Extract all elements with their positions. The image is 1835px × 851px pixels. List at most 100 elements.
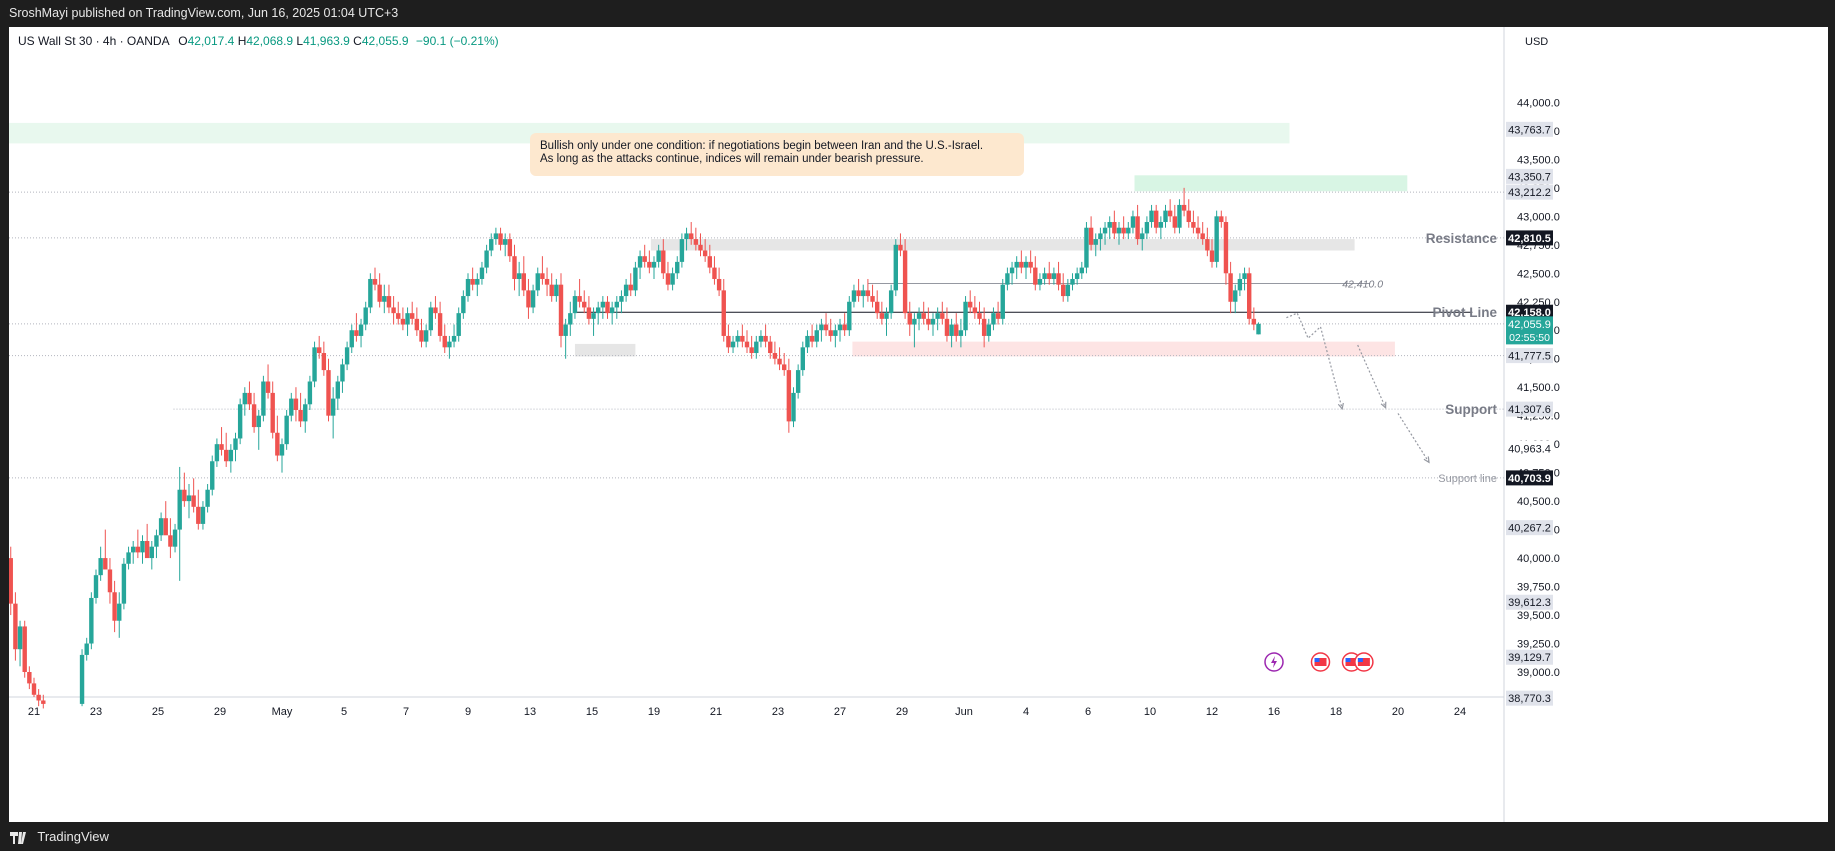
flag-canton: [1357, 658, 1363, 662]
footer-brand: TradingView: [37, 829, 109, 844]
candle-body: [661, 250, 666, 274]
candle-body: [182, 489, 187, 502]
projection-path: [1286, 312, 1343, 409]
candle-body: [963, 301, 968, 331]
candle-body: [689, 233, 694, 240]
candles-layer: [9, 187, 1261, 709]
price-tick-label: 39,000.0: [1517, 667, 1560, 679]
candle-body: [577, 296, 582, 302]
candle-body: [1088, 227, 1094, 245]
time-tick-label: 25: [152, 706, 164, 718]
candle-body: [1214, 216, 1219, 262]
price-label-box: [1506, 440, 1553, 456]
candle-body: [93, 575, 99, 598]
time-tick-label: 13: [524, 706, 536, 718]
candle-body: [879, 313, 885, 319]
candle-body: [428, 307, 433, 331]
candle-body: [1251, 318, 1257, 325]
candle-body: [470, 278, 475, 285]
candle-body: [447, 341, 452, 348]
candle-body: [707, 256, 712, 268]
candle-body: [1009, 267, 1015, 274]
candle-body: [1042, 273, 1047, 279]
candle-body: [107, 569, 113, 593]
price-tick-label: 39,250.0: [1517, 639, 1560, 651]
candle-body: [1177, 204, 1182, 228]
candle-body: [391, 307, 396, 314]
price-label-text: 43,763.7: [1508, 124, 1551, 136]
time-tick-label: 6: [1085, 706, 1091, 718]
candle-body: [735, 335, 740, 342]
candle-body: [433, 307, 438, 314]
candle-body: [31, 683, 37, 695]
symbol-label: US Wall St 30 · 4h · OANDA: [18, 34, 169, 48]
candle-body: [563, 324, 568, 336]
candle-body: [13, 603, 18, 650]
low-label: L: [296, 34, 304, 48]
open-label: O: [178, 34, 188, 48]
candle-body: [475, 278, 480, 285]
candle-body: [158, 518, 164, 536]
price-label-text: 38,770.3: [1508, 693, 1551, 705]
candle-body: [670, 273, 675, 285]
candle-body: [1135, 216, 1140, 240]
price-tick-label: 44,000.0: [1517, 97, 1560, 109]
candle-body: [614, 301, 619, 308]
price-label-box: [1506, 230, 1553, 246]
candle-body: [1256, 323, 1261, 335]
candle-body: [977, 313, 982, 319]
time-tick-label: 16: [1268, 706, 1280, 718]
price-label-box: [1506, 401, 1553, 417]
time-axis-area: [9, 697, 1504, 822]
candle-body: [968, 301, 973, 308]
candle-body: [991, 313, 996, 325]
candle-body: [1000, 284, 1005, 319]
price-tick-label: 39,500.0: [1517, 610, 1560, 622]
candle-body: [1200, 233, 1205, 240]
candle-body: [1121, 227, 1126, 234]
time-tick-label: 29: [896, 706, 908, 718]
candle-body: [512, 256, 517, 279]
level-label: Resistance: [1426, 231, 1498, 246]
candle-body: [423, 330, 429, 342]
candle-body: [1098, 233, 1103, 240]
candle-body: [414, 318, 420, 331]
price-label-box: [1506, 594, 1553, 610]
open-value: 42,017.4: [187, 34, 235, 48]
candle-body: [898, 244, 903, 251]
candle-body: [214, 444, 220, 462]
candle-body: [1047, 273, 1052, 279]
candle-body: [317, 347, 322, 354]
flag-stripes: [1314, 658, 1327, 666]
candle-body: [131, 546, 136, 553]
candle-body: [1037, 278, 1043, 285]
candle-body: [1195, 227, 1201, 234]
candle-body: [865, 290, 871, 297]
time-tick-label: 27: [834, 706, 846, 718]
price-label-text: 40,703.9: [1508, 473, 1551, 485]
candle-body: [568, 313, 573, 325]
candle-body: [972, 307, 978, 314]
close-value: 42,055.9: [361, 34, 409, 48]
candle-body: [1242, 273, 1247, 279]
time-tick-label: 9: [465, 706, 471, 718]
flag-canton: [1345, 658, 1351, 662]
candle-body: [121, 563, 127, 604]
high-value: 42,068.9: [246, 34, 294, 48]
candle-body: [368, 278, 373, 308]
candle-body: [935, 313, 940, 319]
candle-body: [382, 296, 387, 302]
candle-body: [740, 335, 745, 342]
candle-body: [126, 552, 131, 564]
candle-body: [168, 535, 173, 547]
projection-path: [1357, 344, 1387, 408]
candle-body: [210, 461, 215, 490]
candle-body: [172, 529, 178, 547]
price-label-text: 39,129.7: [1508, 652, 1551, 664]
candle-body: [233, 438, 238, 450]
candle-body: [465, 278, 471, 297]
candle-body: [1126, 227, 1131, 234]
candle-body: [330, 398, 336, 416]
price-label-text: 41,777.5: [1508, 351, 1551, 363]
analysis-note[interactable]: Bullish only under one condition: if neg…: [530, 133, 1024, 176]
